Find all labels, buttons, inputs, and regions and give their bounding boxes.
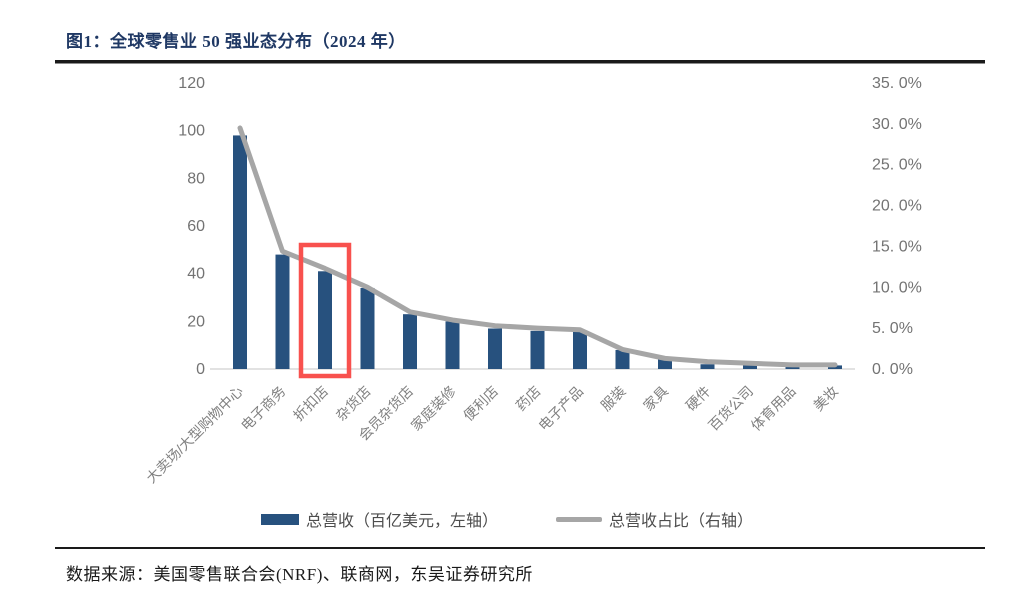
legend-item-revenue: 总营收（百亿美元，左轴）	[260, 507, 498, 531]
right-axis-tick-label: 0. 0%	[872, 361, 913, 378]
right-axis-tick-label: 10. 0%	[872, 279, 922, 296]
x-axis-category-label: 硬件	[683, 383, 714, 414]
revenue-share-line	[237, 125, 838, 368]
revenue-bar	[233, 135, 247, 369]
revenue-bar	[530, 330, 545, 369]
x-axis-category-label: 电子商务	[238, 383, 289, 434]
left-axis-tick-label: 80	[187, 170, 205, 187]
x-axis-category-label: 服装	[598, 383, 629, 414]
revenue-bar	[445, 321, 460, 369]
revenue-bar	[615, 349, 630, 369]
legend-item-share: 总营收占比（右轴）	[556, 507, 753, 531]
x-axis-category-label: 电子产品	[535, 383, 586, 434]
bar-series-swatch	[260, 513, 299, 525]
revenue-bar	[785, 366, 800, 369]
left-axis-tick-label: 100	[178, 123, 205, 140]
left-axis-tick-label: 120	[178, 75, 205, 92]
right-axis-tick-label: 20. 0%	[872, 198, 922, 215]
x-axis-category-label: 美妆	[810, 383, 841, 414]
x-axis-category-label: 药店	[513, 383, 544, 414]
legend-label-revenue: 总营收（百亿美元，左轴）	[305, 513, 498, 530]
left-axis-tick-label: 20	[187, 313, 205, 330]
combo-chart: 0 20 40 60 80 100 120 0. 0% 5. 0% 10. 0% 15. 0% 20.…	[143, 75, 922, 486]
title-divider-rule	[55, 60, 985, 64]
right-axis-tick-label: 35. 0%	[872, 75, 922, 92]
source-divider-rule	[55, 547, 985, 549]
revenue-bar	[318, 271, 332, 369]
x-axis-category-label: 家具	[640, 383, 671, 414]
right-axis-tick-label: 5. 0%	[872, 320, 913, 337]
left-axis-tick-label: 0	[196, 361, 205, 378]
left-axis-tick-label: 40	[187, 266, 205, 283]
right-axis-tick-label: 15. 0%	[872, 238, 922, 255]
right-axis-tick-label: 25. 0%	[872, 157, 922, 174]
x-axis-category-label: 便利店	[460, 383, 501, 424]
highlight-box	[298, 242, 352, 379]
x-axis-category-label: 百货公司	[705, 383, 756, 434]
revenue-bar	[275, 254, 290, 369]
line-series-swatch	[556, 516, 602, 522]
data-source-text: 数据来源：美国零售联合会(NRF)、联商网，东吴证券研究所	[66, 565, 533, 584]
right-axis-tick-label: 30. 0%	[872, 116, 922, 133]
revenue-bar	[700, 364, 715, 369]
chart-legend: 总营收（百亿美元，左轴） 总营收占比（右轴）	[0, 507, 1014, 531]
x-axis-category-label: 家庭装修	[408, 383, 459, 434]
x-axis-category-label: 折扣店	[290, 383, 331, 424]
x-axis-category-label: 体育用品	[748, 383, 799, 434]
revenue-bar	[403, 314, 417, 369]
legend-label-share: 总营收占比（右轴）	[609, 513, 754, 530]
revenue-bar	[360, 287, 375, 369]
figure-title: 图1：全球零售业 50 强业态分布（2024 年）	[66, 32, 406, 51]
x-axis-category-label: 大卖场/大型购物中心	[143, 383, 246, 486]
revenue-bar	[743, 365, 757, 369]
revenue-bar	[488, 328, 502, 369]
revenue-bar	[573, 330, 587, 369]
x-axis-category-label: 杂货店	[333, 383, 374, 424]
left-axis-tick-label: 60	[187, 218, 205, 235]
revenue-bar	[658, 359, 672, 369]
